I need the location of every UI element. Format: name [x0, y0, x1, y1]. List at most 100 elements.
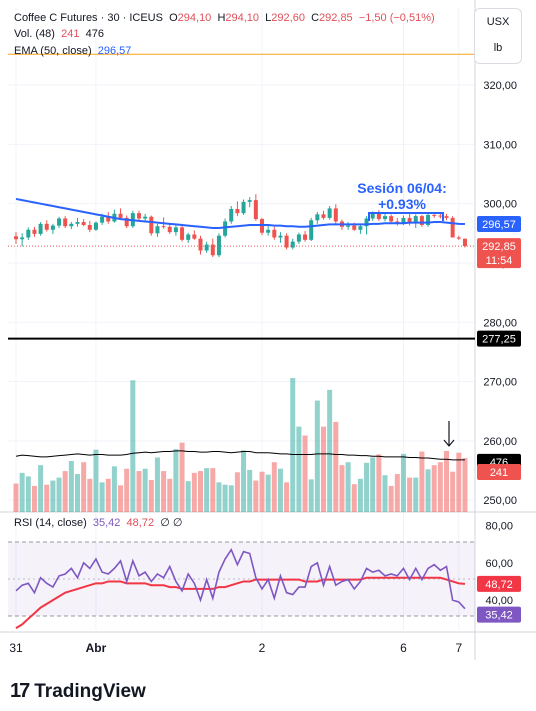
- candle-body: [444, 216, 449, 218]
- tradingview-logo-icon: 17: [10, 680, 30, 702]
- candle-body: [401, 217, 406, 224]
- volume-bar: [419, 451, 425, 512]
- high-value: 294,10: [225, 12, 260, 24]
- candle-body: [450, 217, 455, 238]
- volume-bar: [118, 485, 124, 512]
- volume-value: 241: [61, 28, 80, 40]
- rsi-legend: RSI (14, close) 35,42 48,72 ∅ ∅: [14, 515, 182, 531]
- price-tick-label: 320,00: [483, 80, 517, 92]
- time-tick-label: 2: [259, 641, 266, 655]
- candle-body: [432, 214, 437, 216]
- volume-bar: [130, 380, 136, 512]
- volume-bar: [247, 469, 253, 512]
- volume-bar: [167, 478, 173, 512]
- candle-body: [370, 213, 375, 219]
- volume-bar: [136, 471, 142, 512]
- candle-body: [155, 226, 160, 234]
- time-tick-label: 7: [455, 641, 462, 655]
- volume-bar: [62, 471, 68, 512]
- candle-body: [352, 225, 357, 230]
- candle-body: [462, 238, 467, 247]
- volume-bars: [13, 377, 468, 512]
- candle-body: [223, 221, 228, 236]
- rsi-ma-badge-bg: [477, 575, 521, 592]
- volume-bar: [222, 484, 228, 512]
- rsi-ma-badge: 48,72: [485, 579, 513, 591]
- candle-body: [167, 226, 172, 233]
- volume-bar: [388, 485, 394, 512]
- low-label: L: [265, 12, 272, 24]
- volume-bar: [142, 468, 148, 512]
- rsi-label: RSI (14, close): [14, 517, 87, 529]
- time-axis: 31 Abr 2 6 7: [9, 641, 462, 655]
- candle-body: [407, 217, 412, 224]
- last-price-badge: 292,85: [482, 241, 516, 253]
- volume-bar: [198, 471, 203, 512]
- currency-unit-button[interactable]: USX lb: [474, 8, 522, 64]
- open-label: O: [169, 12, 178, 24]
- volume-bar: [191, 472, 197, 512]
- volume-bar: [302, 435, 308, 512]
- candle-body: [296, 234, 301, 242]
- price-tick-label: 310,00: [483, 139, 517, 151]
- candle-body: [229, 209, 234, 222]
- ema-price-badge-bg: [477, 216, 521, 233]
- candle-body: [315, 214, 320, 221]
- volume-bar: [382, 475, 388, 512]
- time-tick-label: 6: [400, 641, 407, 655]
- volume-bar: [31, 485, 37, 512]
- volume-bar: [179, 442, 185, 512]
- tradingview-logo[interactable]: 17 TradingView: [10, 680, 146, 703]
- annotation-bracket: [368, 212, 444, 221]
- volume-bar: [456, 452, 462, 512]
- volume-bar: [38, 465, 44, 512]
- volume-bar: [111, 466, 117, 512]
- candle-body: [118, 213, 123, 218]
- rsi-ma-value: 48,72: [126, 517, 155, 529]
- symbol-title: Coffee C Futures · 30 · ICEUS: [14, 12, 163, 24]
- candle-body: [413, 216, 418, 224]
- time-tick-label: Abr: [86, 641, 107, 655]
- ohlc-legend: Coffee C Futures · 30 · ICEUS O294,10 H2…: [14, 10, 435, 26]
- currency-label: USX: [486, 16, 510, 28]
- candle-body: [87, 225, 92, 230]
- ema-line: [15, 197, 465, 229]
- rsi-tick-label: 40,00: [485, 595, 513, 607]
- candle-body: [216, 235, 221, 256]
- candle-body: [266, 229, 271, 233]
- volume-last-badge-bg: [477, 464, 521, 481]
- candle-body: [149, 216, 154, 234]
- volume-bar: [437, 462, 443, 512]
- axis-badges: 325,20277,25296,57292,8511:5447624148,72…: [477, 46, 521, 623]
- candle-body: [26, 229, 31, 238]
- ema-value: 296,57: [97, 45, 132, 57]
- candle-body: [456, 237, 461, 239]
- candle-body: [235, 209, 240, 214]
- rsi-badge-bg: [477, 606, 521, 623]
- volume-bar: [99, 482, 105, 512]
- volume-bar: [25, 476, 31, 512]
- volume-bar: [56, 477, 62, 512]
- candle-body: [93, 222, 98, 230]
- candle-body: [290, 241, 295, 248]
- volume-bar: [444, 450, 449, 512]
- volume-bar: [290, 377, 296, 512]
- candle-body: [106, 216, 111, 222]
- volume-bar: [185, 481, 191, 512]
- rsi-tick-label: 60,00: [485, 558, 513, 570]
- close-value: 292,85: [319, 12, 353, 24]
- volume-bar: [253, 480, 259, 512]
- price-tick-label: 300,00: [483, 199, 517, 211]
- volume-bar: [216, 482, 222, 512]
- black-line-price-badge: 277,25: [482, 334, 516, 346]
- ema-price-badge: 296,57: [482, 219, 516, 231]
- rsi-value: 35,42: [92, 517, 121, 529]
- volume-bar: [44, 484, 50, 512]
- volume-bar: [400, 453, 406, 512]
- candle-body: [278, 235, 283, 238]
- volume-bar: [19, 472, 25, 512]
- last-price-badge-bg: [477, 238, 521, 269]
- candle-body: [124, 217, 129, 227]
- unit-label: lb: [493, 42, 503, 54]
